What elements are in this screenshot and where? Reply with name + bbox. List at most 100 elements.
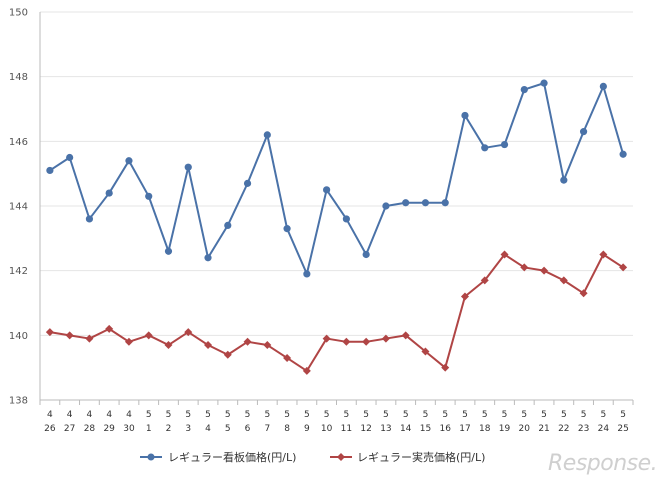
data-point xyxy=(480,276,489,285)
data-point xyxy=(500,250,509,259)
x-tick-label-day: 5 xyxy=(225,424,231,434)
x-tick-label-day: 27 xyxy=(64,424,75,434)
y-tick-label: 138 xyxy=(9,396,28,407)
y-tick-label: 144 xyxy=(9,202,28,213)
watermark-text: Response. xyxy=(548,451,657,476)
x-tick-label-day: 23 xyxy=(578,424,589,434)
data-point xyxy=(500,140,509,149)
x-tick-label-month: 5 xyxy=(264,410,270,420)
x-tick-label-month: 4 xyxy=(106,410,112,420)
data-point xyxy=(164,341,173,350)
x-tick-label-month: 4 xyxy=(47,410,53,420)
data-point xyxy=(85,215,94,223)
data-point xyxy=(520,263,529,272)
x-tick-label-day: 14 xyxy=(400,424,412,434)
data-point xyxy=(362,250,370,259)
x-tick-label-day: 10 xyxy=(321,424,333,434)
x-tick-label-month: 5 xyxy=(620,410,626,420)
data-point xyxy=(283,353,292,362)
x-tick-label-day: 20 xyxy=(519,424,531,434)
x-axis: 4264274284294305152535455565758595105115… xyxy=(39,400,634,434)
x-tick-label-day: 8 xyxy=(284,424,290,434)
x-tick-label-month: 5 xyxy=(403,410,409,420)
x-tick-label-day: 19 xyxy=(499,424,511,434)
data-point xyxy=(323,186,331,194)
data-point xyxy=(520,86,528,94)
series-line-2 xyxy=(49,253,624,372)
data-point xyxy=(421,199,430,207)
series-layer xyxy=(45,79,628,375)
x-tick-label-day: 7 xyxy=(264,424,270,434)
x-tick-label-month: 5 xyxy=(442,410,448,420)
x-tick-label-month: 5 xyxy=(304,410,310,420)
x-tick-label-day: 25 xyxy=(617,424,628,434)
data-point xyxy=(46,166,54,175)
data-point xyxy=(105,189,113,197)
x-tick-label-month: 5 xyxy=(482,410,488,420)
x-tick-label-day: 26 xyxy=(44,424,56,434)
data-point xyxy=(302,366,311,375)
data-point xyxy=(224,221,232,229)
x-tick-label-day: 11 xyxy=(341,424,352,434)
x-tick-label-month: 5 xyxy=(541,410,547,420)
data-point xyxy=(66,153,74,162)
data-point xyxy=(402,199,410,207)
x-tick-label-day: 6 xyxy=(245,424,251,434)
data-point xyxy=(441,199,449,207)
data-point xyxy=(540,266,549,275)
data-point xyxy=(45,328,54,337)
x-tick-label-day: 12 xyxy=(360,424,371,434)
x-tick-label-month: 5 xyxy=(600,410,606,420)
data-point xyxy=(204,341,213,350)
y-tick-label: 140 xyxy=(9,331,28,342)
x-tick-label-day: 15 xyxy=(420,424,431,434)
x-tick-label-day: 21 xyxy=(538,424,549,434)
x-tick-label-month: 5 xyxy=(344,410,350,420)
y-axis: 138 140 142 144 146 148 150 xyxy=(9,8,28,407)
x-tick-label-month: 5 xyxy=(205,410,211,420)
x-tick-label-month: 5 xyxy=(383,410,389,420)
legend-item-actual-price: レギュラー実売価格(円/L) xyxy=(330,450,485,464)
data-point xyxy=(263,131,271,139)
x-tick-label-month: 5 xyxy=(462,410,468,420)
x-tick-label-day: 18 xyxy=(479,424,491,434)
x-tick-label-month: 5 xyxy=(423,410,429,420)
x-tick-label-day: 3 xyxy=(185,424,191,434)
x-tick-label-month: 5 xyxy=(581,410,587,420)
watermark-logo: Response. xyxy=(548,451,658,476)
data-point xyxy=(540,79,548,87)
y-tick-label: 146 xyxy=(9,137,28,148)
data-point xyxy=(243,337,252,346)
data-point xyxy=(124,337,133,346)
x-tick-label-month: 4 xyxy=(126,410,132,420)
data-point xyxy=(559,276,568,285)
x-tick-label-month: 4 xyxy=(87,410,93,420)
data-point xyxy=(184,328,193,337)
data-point xyxy=(460,292,469,301)
x-tick-label-day: 30 xyxy=(123,424,135,434)
data-point xyxy=(164,247,173,255)
x-tick-label-month: 5 xyxy=(521,410,527,420)
data-point xyxy=(263,341,272,350)
data-point xyxy=(322,334,331,343)
legend-item-signboard-price: レギュラー看板価格(円/L) xyxy=(140,450,296,464)
data-point xyxy=(65,331,74,340)
legend-swatch-marker xyxy=(147,453,155,461)
y-tick-label: 148 xyxy=(9,72,28,83)
x-tick-label-day: 2 xyxy=(166,424,172,434)
data-point xyxy=(204,254,212,262)
x-tick-label-month: 5 xyxy=(185,410,191,420)
x-tick-label-month: 5 xyxy=(284,410,290,420)
data-point xyxy=(401,331,410,340)
y-tick-label: 142 xyxy=(9,266,28,277)
data-point xyxy=(579,128,588,136)
x-tick-label-month: 5 xyxy=(225,410,231,420)
x-tick-label-month: 5 xyxy=(502,410,508,420)
x-tick-label-month: 5 xyxy=(363,410,369,420)
y-tick-label: 150 xyxy=(9,8,28,19)
x-tick-label-day: 24 xyxy=(598,424,610,434)
data-point xyxy=(362,337,371,346)
data-point xyxy=(461,111,469,120)
x-tick-label-month: 4 xyxy=(67,410,73,420)
data-point xyxy=(560,176,568,184)
